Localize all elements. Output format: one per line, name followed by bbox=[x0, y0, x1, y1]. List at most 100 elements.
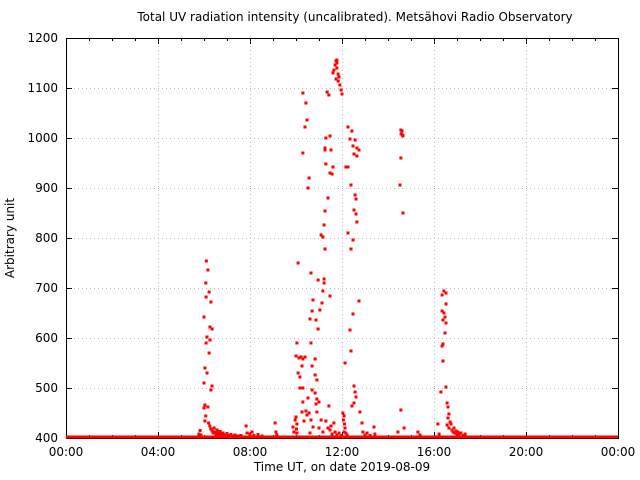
scatter-point bbox=[316, 278, 320, 282]
scatter-point bbox=[416, 430, 420, 434]
scatter-point bbox=[401, 134, 405, 138]
y-axis-label: Arbitrary unit bbox=[3, 198, 17, 278]
scatter-point bbox=[323, 148, 327, 152]
scatter-point bbox=[449, 422, 453, 426]
scatter-point bbox=[214, 432, 218, 436]
y-tick-label: 1100 bbox=[27, 81, 58, 95]
scatter-point bbox=[217, 433, 221, 437]
scatter-point bbox=[355, 146, 359, 150]
scatter-point bbox=[399, 408, 403, 412]
scatter-point bbox=[207, 290, 211, 294]
scatter-point bbox=[233, 433, 237, 437]
scatter-point bbox=[294, 415, 298, 419]
x-tick-label: 04:00 bbox=[141, 445, 176, 459]
scatter-point bbox=[446, 405, 450, 409]
chart-title: Total UV radiation intensity (uncalibrat… bbox=[136, 10, 572, 24]
scatter-point bbox=[203, 366, 207, 370]
scatter-point bbox=[453, 431, 457, 435]
scatter-point bbox=[444, 385, 448, 389]
scatter-point bbox=[396, 430, 400, 434]
scatter-point bbox=[328, 294, 332, 298]
scatter-point bbox=[400, 129, 404, 133]
scatter-point bbox=[351, 312, 355, 316]
scatter-point bbox=[292, 430, 296, 434]
scatter-point bbox=[198, 429, 202, 432]
scatter-point bbox=[313, 373, 317, 377]
scatter-point bbox=[442, 311, 446, 315]
scatter-point bbox=[311, 425, 315, 429]
scatter-point bbox=[346, 165, 350, 169]
scatter-point bbox=[322, 281, 326, 285]
scatter-point bbox=[298, 386, 302, 390]
scatter-point bbox=[343, 426, 347, 430]
x-axis-label: Time UT, on date 2019-08-09 bbox=[253, 460, 430, 474]
scatter-point bbox=[461, 434, 465, 437]
scatter-point bbox=[203, 403, 207, 407]
scatter-point bbox=[350, 404, 354, 408]
scatter-point bbox=[443, 315, 447, 319]
x-tick-label: 00:00 bbox=[49, 445, 84, 459]
scatter-point bbox=[301, 151, 305, 155]
scatter-point bbox=[354, 197, 358, 201]
scatter-point bbox=[436, 422, 440, 426]
scatter-point bbox=[309, 418, 313, 422]
scatter-point bbox=[295, 427, 298, 431]
scatter-point bbox=[318, 308, 322, 312]
scatter-point bbox=[314, 402, 318, 406]
scatter-point bbox=[305, 118, 309, 122]
scatter-point bbox=[328, 171, 332, 175]
scatter-point bbox=[298, 375, 302, 379]
scatter-point bbox=[204, 281, 208, 285]
scatter-point bbox=[315, 397, 319, 401]
scatter-point bbox=[299, 355, 303, 359]
scatter-point bbox=[344, 431, 348, 435]
scatter-point bbox=[321, 430, 325, 434]
scatter-point bbox=[212, 426, 216, 430]
scatter-point bbox=[323, 247, 327, 251]
scatter-point bbox=[210, 429, 214, 433]
scatter-point bbox=[342, 430, 346, 434]
scatter-point bbox=[443, 331, 447, 335]
scatter-point bbox=[341, 418, 345, 422]
scatter-point bbox=[306, 186, 310, 190]
scatter-point bbox=[418, 433, 422, 437]
scatter-point bbox=[327, 404, 331, 408]
scatter-point bbox=[204, 414, 208, 418]
scatter-point bbox=[450, 428, 454, 432]
scatter-point bbox=[256, 433, 260, 436]
scatter-point bbox=[358, 410, 362, 414]
scatter-point bbox=[335, 66, 339, 70]
scatter-point bbox=[335, 61, 339, 65]
x-tick-label: 20:00 bbox=[509, 445, 544, 459]
scatter-point bbox=[303, 355, 307, 359]
scatter-point bbox=[350, 129, 354, 133]
scatter-point bbox=[445, 401, 449, 405]
scatter-point bbox=[353, 390, 357, 394]
scatter-point bbox=[215, 428, 219, 432]
scatter-point bbox=[208, 424, 212, 428]
scatter-point bbox=[326, 196, 330, 200]
scatter-point bbox=[301, 357, 305, 361]
scatter-point bbox=[349, 349, 353, 353]
scatter-point bbox=[209, 427, 213, 431]
scatter-point bbox=[444, 321, 448, 325]
scatter-point bbox=[310, 388, 314, 392]
scatter-point bbox=[245, 431, 249, 435]
scatter-point bbox=[304, 101, 308, 105]
scatter-point bbox=[329, 148, 333, 152]
scatter-point bbox=[337, 75, 341, 79]
scatter-point bbox=[354, 212, 358, 216]
scatter-point bbox=[315, 378, 319, 382]
scatter-point bbox=[353, 138, 357, 142]
scatter-point bbox=[401, 211, 405, 215]
scatter-point bbox=[304, 409, 308, 413]
scatter-point bbox=[203, 419, 207, 423]
scatter-point bbox=[306, 396, 310, 400]
scatter-point bbox=[351, 144, 355, 148]
scatter-point bbox=[319, 233, 323, 237]
scatter-point bbox=[205, 335, 209, 339]
scatter-point bbox=[305, 413, 309, 417]
scatter-point bbox=[314, 318, 318, 322]
scatter-point bbox=[330, 432, 334, 436]
